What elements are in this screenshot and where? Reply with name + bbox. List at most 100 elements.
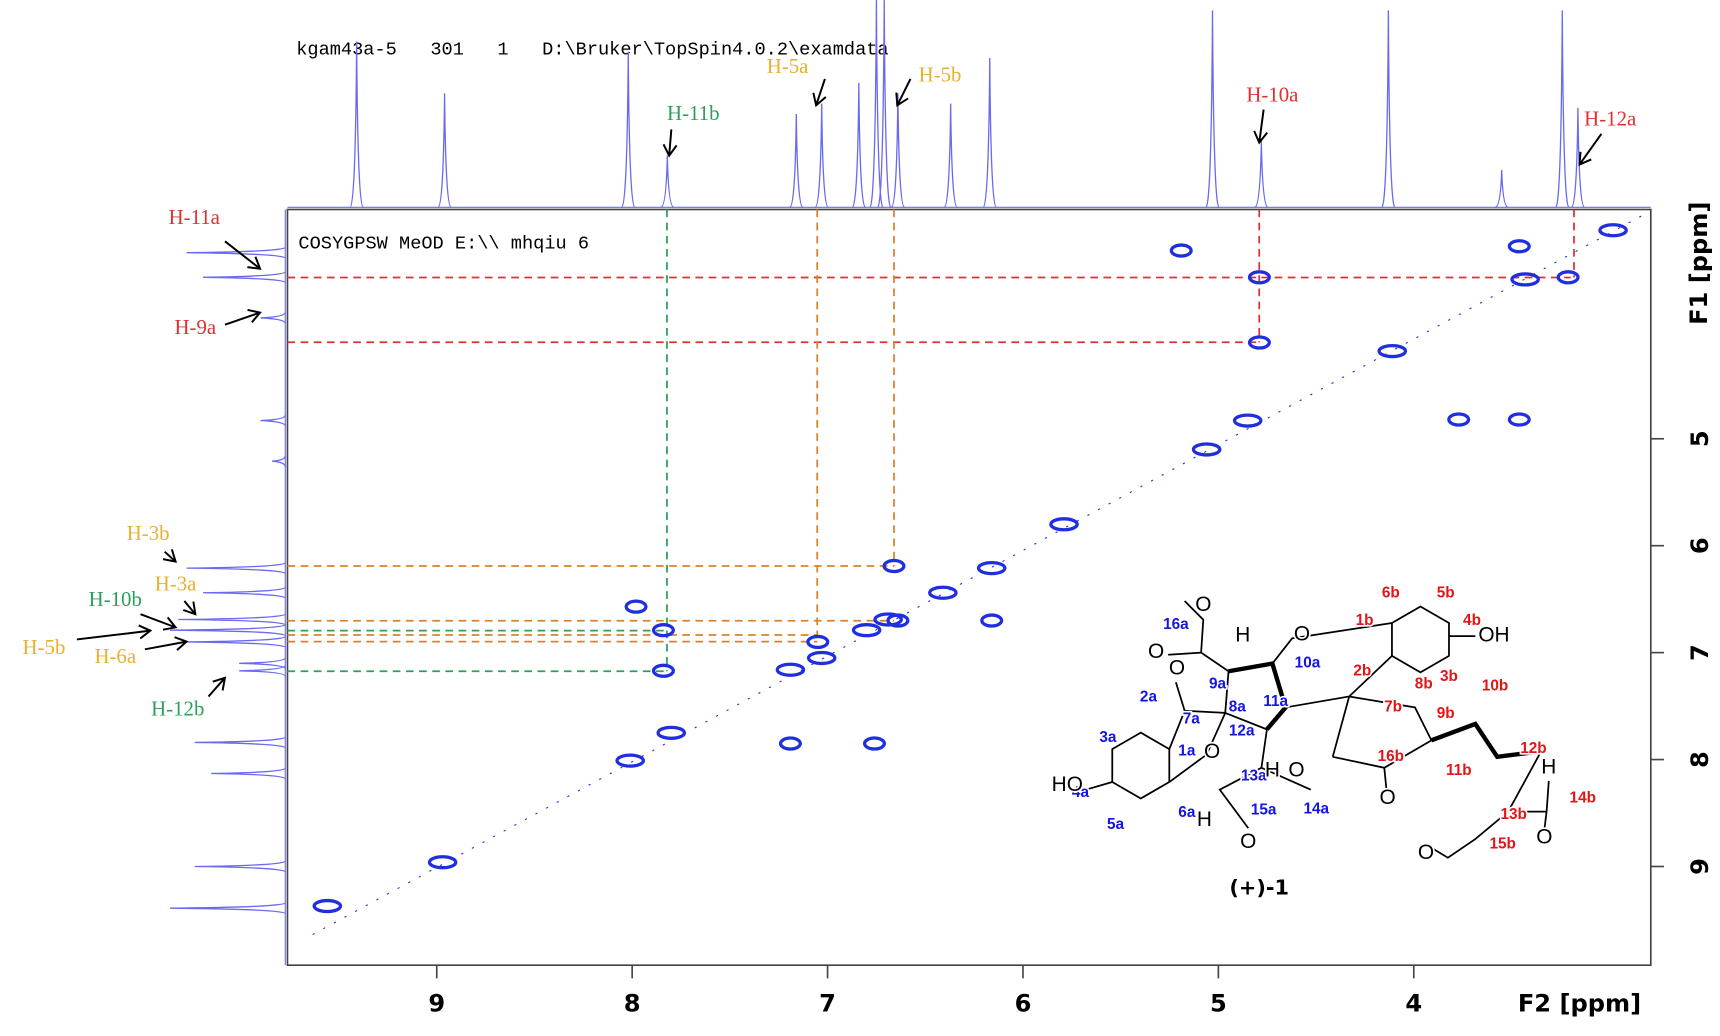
atom-label: H [1265, 759, 1280, 782]
projection-peak [982, 58, 997, 208]
atom-label: 2a [1140, 689, 1158, 706]
projection-peak [170, 624, 286, 637]
atom-label: 13b [1500, 806, 1526, 823]
cross-peak [1049, 517, 1079, 532]
cross-peak [882, 558, 906, 574]
atom-label: O [1536, 825, 1552, 848]
atom-label: 8a [1229, 699, 1247, 716]
annotation: H-3b [127, 521, 170, 545]
cross-peak [1447, 412, 1471, 427]
atom-label: 6b [1382, 584, 1400, 601]
x-axis-label: F2 [ppm] [1518, 990, 1641, 1018]
projection-peak [1254, 140, 1269, 208]
projection-peak [194, 736, 286, 749]
atom-label: 1b [1356, 612, 1374, 629]
structure-label: (+)-1 [1229, 875, 1289, 899]
annotation: H-9a [175, 315, 217, 339]
atom-label: O [1294, 623, 1310, 646]
x-tick-label: 9 [428, 990, 445, 1018]
atom-label: 14b [1570, 790, 1596, 807]
cross-peak [427, 855, 458, 870]
atom-label: O [1418, 841, 1434, 864]
atom-label: 4b [1463, 612, 1481, 629]
annotation: H-12a [1584, 106, 1636, 130]
atom-label: O [1195, 593, 1211, 616]
annotation-arrow [140, 613, 178, 631]
cross-peak [873, 612, 903, 627]
diagonal [312, 213, 1646, 935]
cross-peak [1247, 335, 1271, 350]
atom-label: 3b [1440, 668, 1458, 685]
atom-label: 10b [1482, 678, 1508, 695]
annotation: H-5b [23, 635, 66, 659]
projection-peak [1570, 107, 1586, 208]
projection-peak [186, 562, 286, 575]
y-tick-label: 8 [1686, 751, 1714, 768]
projection-peak [203, 586, 286, 599]
atom-label: H [1197, 808, 1212, 831]
x-tick-label: 5 [1210, 990, 1227, 1018]
cross-peak [1598, 223, 1628, 238]
atom-label: 10a [1295, 655, 1321, 672]
projection-peak [1494, 169, 1509, 208]
cross-peak [778, 736, 802, 751]
cross-peak [976, 561, 1007, 576]
annotation: H-6a [94, 644, 136, 668]
projection-peak [178, 613, 286, 626]
header-text: kgam43a-5 301 1 D:\Bruker\TopSpin4.0.2\e… [296, 38, 888, 60]
y-tick-label: 7 [1686, 644, 1714, 661]
atom-label: 15a [1251, 802, 1277, 819]
projection-peak [814, 103, 829, 208]
cross-peak [1507, 239, 1531, 254]
projection-peak [437, 93, 452, 208]
atom-label: 5b [1437, 584, 1455, 601]
projection-peak [186, 246, 286, 259]
atom-label: O [1240, 830, 1256, 853]
atom-label: 5a [1107, 816, 1125, 833]
cross-peak [1169, 243, 1193, 258]
annotation: H-10a [1246, 82, 1298, 106]
x-tick-label: 7 [819, 990, 836, 1018]
atom-label: 2b [1353, 662, 1371, 679]
annotation: H-11a [169, 205, 220, 229]
atom-label: 4a [1072, 784, 1090, 801]
projection-peak [890, 93, 906, 208]
plot-frame [286, 208, 1652, 967]
cross-peak [1377, 343, 1408, 359]
annotation-arrow [812, 78, 827, 108]
atom-label: 16a [1163, 616, 1189, 633]
y-tick-label: 9 [1686, 858, 1714, 875]
annotation-arrow [76, 624, 153, 641]
atom-label: H [1541, 755, 1556, 778]
projection-peak [621, 51, 636, 208]
annotation: H-10b [89, 587, 142, 611]
atom-label: HO [1052, 773, 1083, 796]
cross-peak [1556, 270, 1580, 285]
cross-peak [1510, 272, 1540, 287]
atom-label: 8b [1415, 675, 1433, 692]
inner-text: COSYGPSW MeOD E:\\ mhqiu 6 [298, 232, 589, 254]
atom-label: 12a [1229, 723, 1255, 740]
projection-peak [869, 0, 884, 208]
atom-label: 1a [1178, 742, 1196, 759]
annotation-arrow [224, 308, 262, 326]
annotation-arrow [224, 240, 262, 270]
annotation-arrow [144, 636, 189, 651]
annotation-arrow [1253, 109, 1268, 145]
atom-label: 16b [1378, 748, 1404, 765]
annotation: H-3a [155, 571, 197, 595]
atom-label: 9a [1209, 675, 1227, 692]
cross-peak [651, 663, 675, 678]
projection-peak [943, 103, 958, 208]
atom-label: O [1204, 740, 1220, 763]
cross-peak [980, 613, 1004, 628]
projection-peak [260, 312, 286, 324]
cross-peak [851, 623, 882, 638]
atom-label: 11b [1446, 762, 1472, 779]
annotation-arrow [1578, 133, 1603, 167]
annotation-arrow [162, 549, 178, 563]
projection-peak [349, 41, 364, 208]
atom-label: H [1235, 624, 1250, 647]
